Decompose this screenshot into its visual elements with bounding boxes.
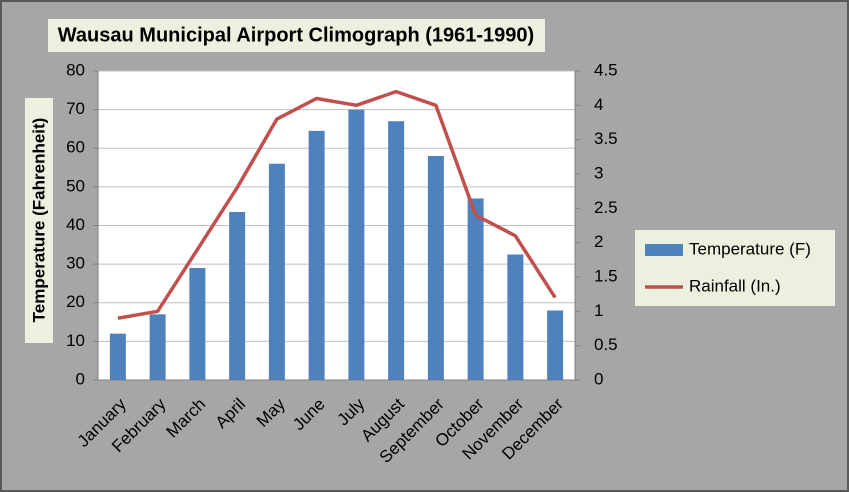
bar xyxy=(109,333,126,380)
y2-tick-label: 0.5 xyxy=(594,335,618,354)
bar xyxy=(268,163,285,380)
y2-tick-label: 1 xyxy=(594,301,603,320)
bar xyxy=(149,314,166,380)
y2-tick-label: 2 xyxy=(594,232,603,251)
bar xyxy=(229,211,246,380)
y-tick-label: 50 xyxy=(66,176,85,195)
bar xyxy=(547,310,564,380)
y-tick-label: 40 xyxy=(66,215,85,234)
y2-tick-label: 4 xyxy=(594,95,603,114)
y2-tick-label: 4.5 xyxy=(594,60,618,79)
y2-tick-label: 3 xyxy=(594,163,603,182)
bar xyxy=(467,198,484,380)
bar xyxy=(189,267,206,380)
legend-swatch xyxy=(645,244,683,256)
y-tick-label: 30 xyxy=(66,254,85,273)
title-box xyxy=(48,19,545,52)
y-tick-label: 80 xyxy=(66,60,85,79)
y2-tick-label: 3.5 xyxy=(594,129,618,148)
bar xyxy=(507,254,524,380)
y-axis-label: Temperature (Fahrenheit) xyxy=(29,118,48,323)
y-tick-label: 10 xyxy=(66,331,85,350)
y2-tick-label: 0 xyxy=(594,369,603,388)
legend-label: Temperature (F) xyxy=(689,239,811,258)
bar xyxy=(427,155,444,380)
y2-tick-label: 1.5 xyxy=(594,266,618,285)
line xyxy=(117,89,557,320)
legend-box xyxy=(635,230,835,306)
bar xyxy=(308,130,325,380)
y-tick-label: 70 xyxy=(66,99,85,118)
y2-tick-label: 2.5 xyxy=(594,198,618,217)
chart-title: Wausau Municipal Airport Climograph (196… xyxy=(58,24,534,46)
y-tick-label: 20 xyxy=(66,292,85,311)
y-tick-label: 0 xyxy=(76,369,85,388)
bar xyxy=(388,121,405,381)
legend-label: Rainfall (In.) xyxy=(689,276,781,295)
y-label-box xyxy=(25,98,53,343)
bar xyxy=(348,109,365,380)
y-tick-label: 60 xyxy=(66,138,85,157)
